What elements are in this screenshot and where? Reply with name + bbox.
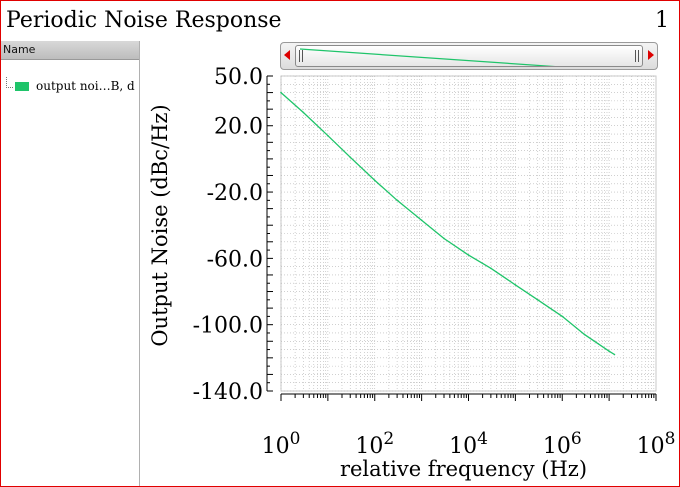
data-point xyxy=(490,267,492,270)
x-axis-label: relative frequency (Hz) xyxy=(340,457,587,481)
scroll-thumb[interactable] xyxy=(295,45,643,67)
left-grip-icon[interactable] xyxy=(299,50,303,62)
data-point xyxy=(349,156,352,159)
page-number: 1 xyxy=(655,8,669,33)
data-point xyxy=(583,333,586,336)
data-point xyxy=(514,284,517,286)
y-axis-label: Output Noise (dBc/Hz) xyxy=(148,104,172,346)
data-point xyxy=(420,219,423,222)
data-point xyxy=(608,350,610,353)
y-tick-label: -60.0 xyxy=(207,247,263,272)
legend-item-label: output noi…B, d xyxy=(36,79,135,93)
y-tick-label: 20.0 xyxy=(214,115,263,140)
x-tick-label: 100 xyxy=(262,429,301,459)
x-tick-label: 102 xyxy=(355,429,394,459)
tree-connector xyxy=(6,77,13,88)
legend-header[interactable]: Name xyxy=(1,41,139,60)
scroll-left-arrow-icon[interactable] xyxy=(284,50,290,60)
overview-trace xyxy=(299,48,556,66)
y-tick-label: -100.0 xyxy=(193,314,263,339)
data-point xyxy=(327,134,329,137)
window-title: Periodic Noise Response xyxy=(6,8,282,33)
y-tick-label: -140.0 xyxy=(193,380,263,405)
data-point xyxy=(302,111,305,114)
zoom-scrollbar[interactable] xyxy=(280,42,658,70)
y-tick-label: 50.0 xyxy=(214,65,263,90)
data-point xyxy=(561,315,564,318)
data-point xyxy=(373,179,376,182)
y-tick-label: -20.0 xyxy=(207,181,263,206)
right-grip-icon[interactable] xyxy=(635,50,639,62)
data-point xyxy=(396,199,398,202)
x-tick-label: 104 xyxy=(449,429,488,459)
scroll-right-arrow-icon[interactable] xyxy=(648,50,654,60)
data-point xyxy=(443,237,445,240)
x-tick-label: 106 xyxy=(543,429,582,459)
series-line xyxy=(280,92,615,356)
data-point xyxy=(536,299,539,301)
data-point xyxy=(467,254,470,256)
series-color-swatch xyxy=(15,82,29,91)
data-point xyxy=(280,91,282,94)
legend-panel: Name output noi…B, d xyxy=(1,41,140,486)
x-tick-label: 108 xyxy=(637,429,676,459)
data-point xyxy=(613,353,616,356)
